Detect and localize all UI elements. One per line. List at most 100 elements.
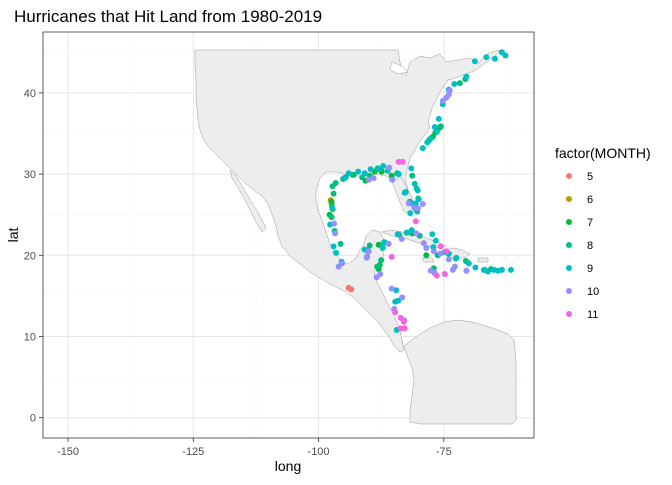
hurricane-point-month-9 — [498, 266, 505, 273]
hurricane-point-month-9 — [393, 287, 400, 294]
hurricane-point-month-11 — [400, 318, 407, 325]
hurricane-point-month-10 — [414, 205, 421, 212]
hurricane-points-layer — [326, 49, 514, 334]
hurricane-point-month-10 — [331, 220, 338, 227]
legend-key-month-8 — [566, 242, 572, 248]
hurricane-point-month-8 — [332, 180, 339, 187]
hurricane-point-month-7 — [328, 198, 335, 205]
hurricane-point-month-9 — [333, 249, 340, 256]
hurricane-point-month-10 — [399, 294, 406, 301]
hurricane-point-month-9 — [507, 266, 514, 273]
hurricane-point-month-9 — [491, 55, 498, 62]
hurricane-point-month-10 — [420, 240, 427, 247]
x-tick-label: -75 — [436, 446, 452, 458]
hurricane-point-month-8 — [378, 257, 385, 264]
south-america-landmass — [403, 319, 517, 425]
hurricane-point-month-10 — [446, 87, 453, 94]
land-layer — [194, 49, 517, 425]
hurricane-point-month-10 — [398, 236, 405, 243]
hurricane-point-month-10 — [385, 240, 392, 247]
hurricane-point-month-8 — [437, 123, 444, 130]
hurricane-point-month-9 — [407, 210, 414, 217]
y-axis-title: lat — [5, 228, 21, 243]
puerto-rico-island — [477, 257, 489, 263]
hurricane-point-month-10 — [437, 250, 444, 257]
panel-border — [42, 31, 535, 439]
hurricane-point-month-10 — [386, 164, 393, 171]
hurricane-point-month-7 — [423, 252, 430, 259]
hurricane-point-month-11 — [437, 243, 444, 250]
x-tick-label: -150 — [57, 446, 79, 458]
hurricane-point-month-11 — [388, 253, 395, 260]
hurricane-point-month-9 — [463, 73, 470, 80]
hurricane-point-month-9 — [414, 187, 421, 194]
hurricane-point-month-9 — [484, 268, 491, 275]
hurricane-point-month-8 — [328, 214, 335, 221]
hurricane-point-month-11 — [399, 158, 406, 165]
hurricane-point-month-9 — [431, 124, 438, 131]
legend-label-month-9: 9 — [587, 263, 593, 275]
hurricane-point-month-10 — [377, 270, 384, 277]
hurricane-point-month-11 — [392, 309, 399, 316]
y-tick-label: 0 — [30, 413, 36, 425]
y-axis: 0 10 20 30 40 — [24, 88, 43, 425]
hurricane-point-month-9 — [471, 58, 478, 65]
legend-title: factor(MONTH) — [555, 145, 651, 161]
legend-label-month-7: 7 — [587, 217, 593, 229]
hurricane-point-month-10 — [449, 266, 456, 273]
hurricane-point-month-9 — [392, 298, 399, 305]
legend-label-month-5: 5 — [587, 171, 593, 183]
hurricane-point-month-9 — [379, 244, 386, 251]
hurricane-point-month-9 — [394, 231, 401, 238]
y-tick-label: 20 — [24, 250, 36, 262]
hurricane-point-month-9 — [408, 165, 415, 172]
hurricane-point-month-10 — [363, 254, 370, 261]
y-tick-label: 40 — [24, 88, 36, 100]
legend-key-month-9 — [566, 265, 572, 271]
y-tick-label: 30 — [24, 169, 36, 181]
hurricane-point-month-9 — [381, 239, 388, 246]
legend-key-month-5 — [566, 173, 572, 179]
hurricane-point-month-10 — [413, 230, 420, 237]
hurricane-point-month-10 — [389, 176, 396, 183]
hurricane-point-month-10 — [339, 260, 346, 267]
hurricane-point-month-9 — [361, 170, 368, 177]
hurricane-point-month-9 — [483, 54, 490, 61]
hurricane-point-month-9 — [415, 196, 422, 203]
hurricane-point-month-8 — [366, 242, 373, 249]
hurricane-point-month-9 — [401, 189, 408, 196]
legend: factor(MONTH) 5 6 7 8 9 10 11 — [555, 145, 651, 321]
great-lakes — [389, 61, 409, 75]
hurricane-point-month-10 — [405, 200, 412, 207]
hurricane-point-month-10 — [419, 201, 426, 208]
jamaica-island — [421, 257, 435, 263]
hurricane-point-month-9 — [341, 175, 348, 182]
hurricane-point-month-9 — [419, 145, 426, 152]
y-tick-label: 10 — [24, 332, 36, 344]
hurricane-point-month-9 — [380, 162, 387, 169]
legend-key-month-10 — [566, 288, 572, 294]
legend-key-month-6 — [566, 196, 572, 202]
hurricane-point-month-10 — [332, 230, 339, 237]
hurricane-point-month-10 — [430, 248, 437, 255]
hurricane-point-month-10 — [370, 175, 377, 182]
hurricane-point-month-9 — [451, 80, 458, 87]
legend-label-month-11: 11 — [587, 309, 598, 321]
hurricane-point-month-8 — [374, 263, 381, 270]
hurricane-point-month-9 — [355, 168, 362, 175]
baja-california — [229, 169, 267, 233]
hurricane-point-month-9 — [424, 139, 431, 146]
hurricane-point-month-9 — [427, 135, 434, 142]
hurricane-point-month-11 — [443, 248, 450, 255]
hurricane-point-month-9 — [376, 166, 383, 173]
legend-key-month-11 — [566, 311, 572, 317]
hurricane-point-month-11 — [412, 218, 419, 225]
hurricane-point-month-11 — [433, 272, 440, 279]
plot-title: Hurricanes that Hit Land from 1980-2019 — [14, 7, 322, 26]
legend-label-month-10: 10 — [587, 286, 599, 298]
hurricane-point-month-9 — [498, 49, 505, 56]
hurricane-point-month-10 — [427, 267, 434, 274]
legend-entries: 5 6 7 8 9 10 11 — [566, 171, 599, 321]
